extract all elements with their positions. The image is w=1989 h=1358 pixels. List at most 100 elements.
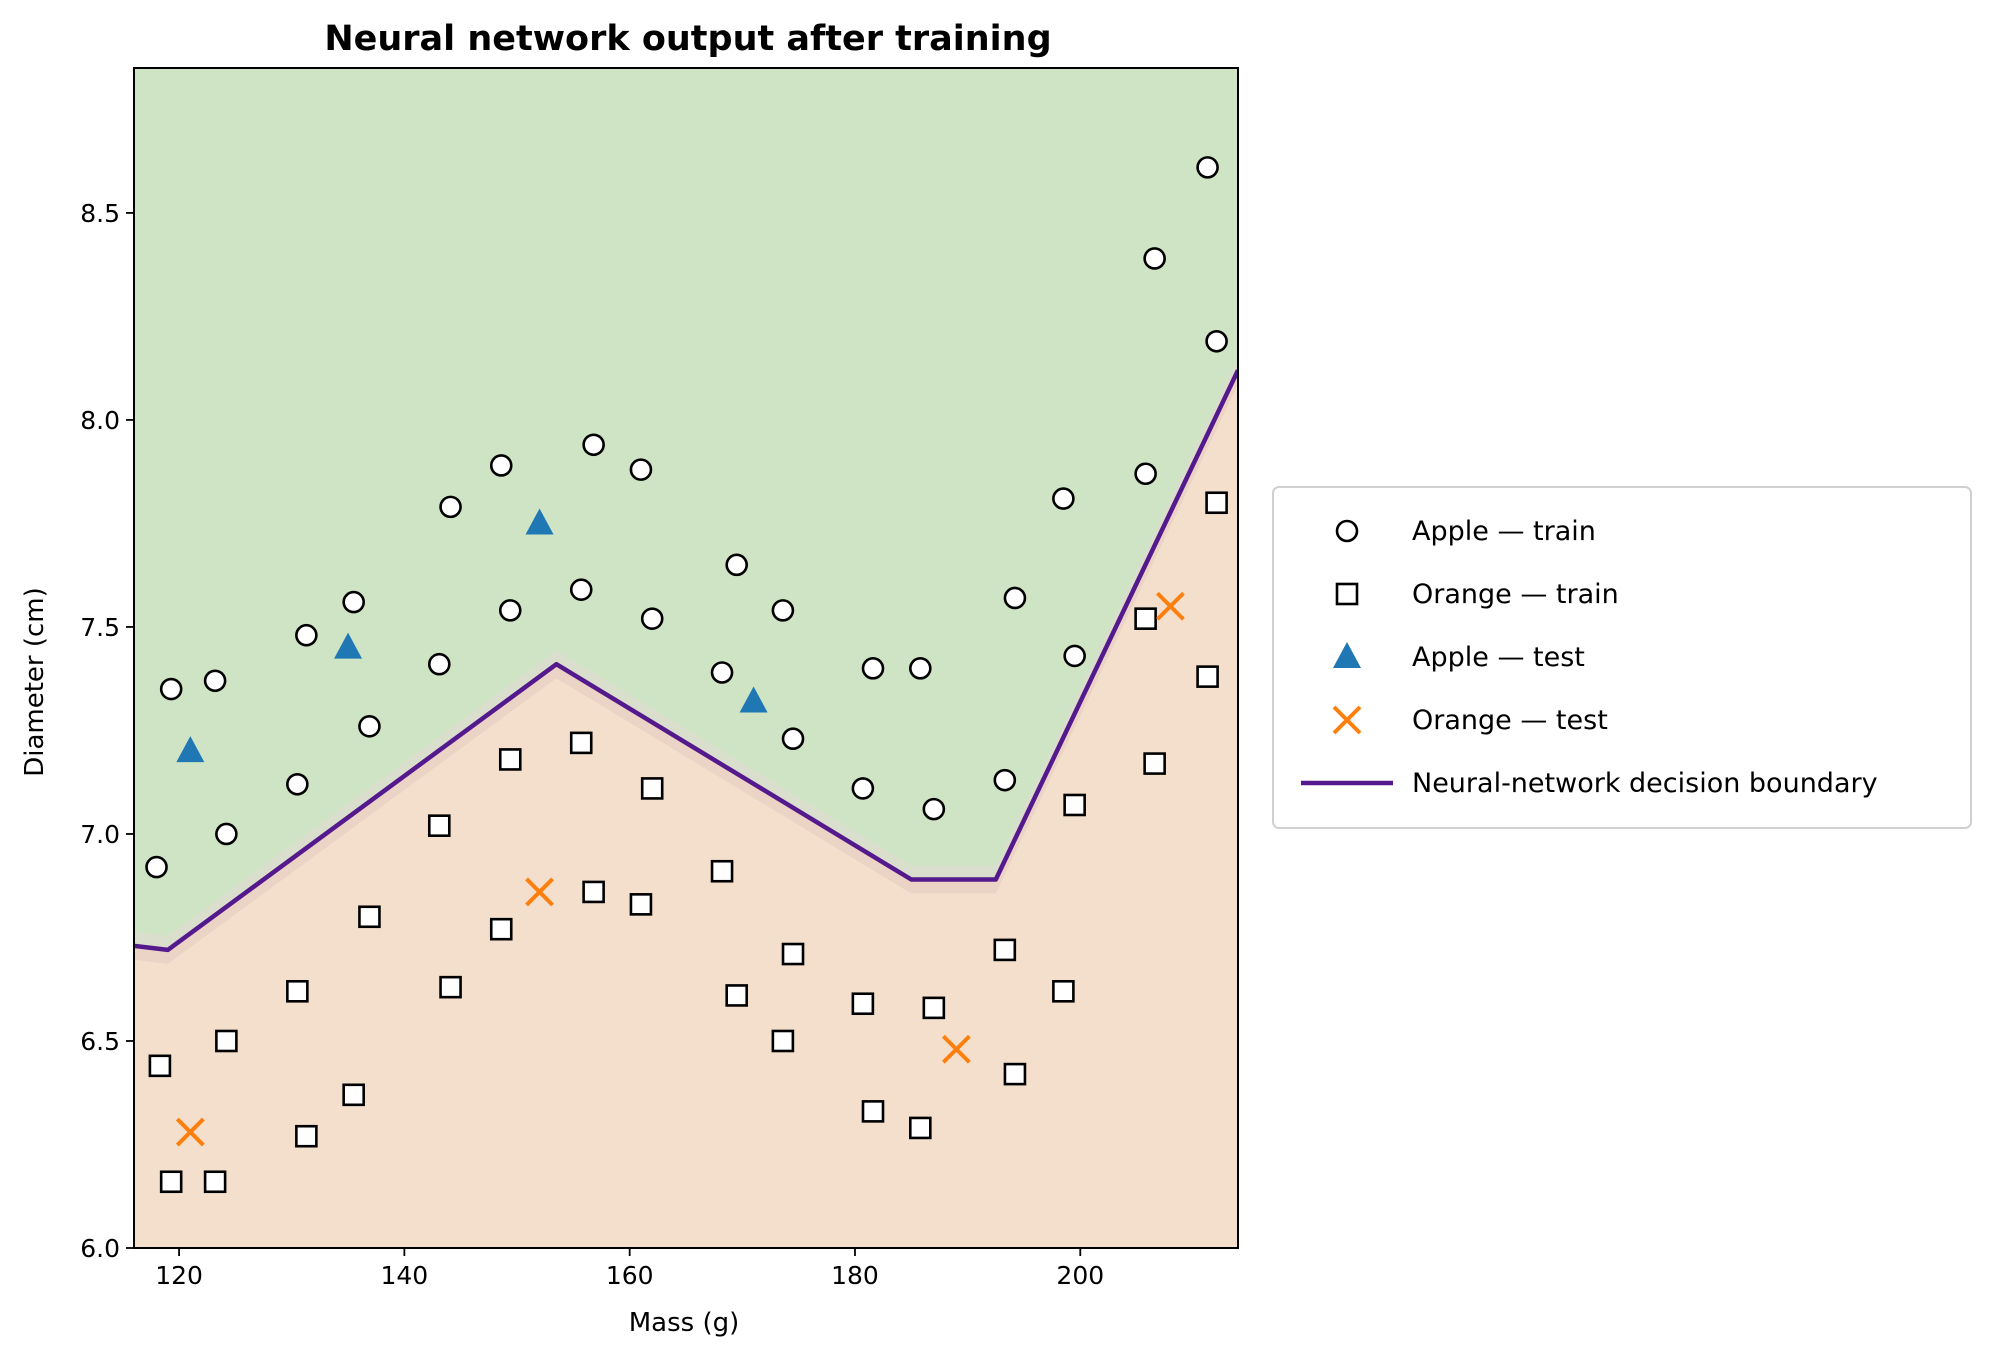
- apple-train-point: [922, 797, 946, 821]
- data-markers: [145, 156, 1228, 1194]
- y-tick-label: 6.5: [80, 1027, 120, 1056]
- orange-train-point: [909, 1116, 932, 1140]
- orange-train-point: [1143, 752, 1166, 775]
- orange-train-point: [629, 893, 653, 916]
- apple-train-point: [771, 599, 795, 622]
- apple-train-point: [861, 657, 885, 680]
- apple-test-point: [176, 736, 205, 763]
- orange-train-point: [489, 917, 513, 941]
- orange-train-point: [439, 975, 462, 999]
- orange-train-point: [286, 979, 309, 1003]
- y-tick-label: 8.5: [80, 199, 120, 228]
- apple-train-point: [286, 772, 309, 796]
- apple-train-point: [1143, 247, 1166, 270]
- legend-label: Neural-network decision boundary: [1412, 768, 1878, 799]
- x-axis-ticks: 120 140 160 180 200: [155, 1248, 1104, 1290]
- orange-train-point: [1205, 491, 1228, 515]
- apple-train-point: [1003, 586, 1027, 610]
- apple-train-point: [781, 727, 805, 751]
- boundary-margin-lower: [134, 370, 1238, 964]
- boundary-margin-upper: [134, 356, 1238, 950]
- apple-train-point: [295, 623, 318, 647]
- apple-train-point: [629, 458, 653, 481]
- orange-train-point: [342, 1083, 365, 1107]
- legend-item: Orange — train: [1335, 579, 1619, 610]
- x-tick-label: 140: [381, 1261, 429, 1290]
- apple-train-point: [725, 553, 748, 577]
- orange-train-point: [1134, 607, 1157, 630]
- orange-train-point: [781, 942, 805, 966]
- orange-train-point: [582, 880, 605, 904]
- orange-region: [134, 370, 1238, 1248]
- apple-train-point: [993, 768, 1017, 792]
- legend-swatch: [1332, 705, 1362, 735]
- legend-swatch: [1335, 519, 1359, 543]
- x-tick-label: 180: [831, 1261, 879, 1290]
- apple-train-point: [1134, 462, 1157, 486]
- orange-train-point: [358, 905, 381, 929]
- apple-train-point: [710, 661, 734, 684]
- orange-train-point: [203, 1170, 227, 1194]
- apple-train-point: [427, 652, 451, 676]
- orange-train-point: [1003, 1062, 1027, 1086]
- legend-label: Apple — train: [1412, 516, 1596, 547]
- y-axis-label: Diameter (cm): [20, 587, 50, 777]
- orange-train-point: [148, 1054, 172, 1078]
- legend: Apple — train Orange — train Apple — test O…: [1272, 486, 1972, 829]
- orange-train-point: [1052, 979, 1075, 1003]
- orange-train-point: [640, 777, 664, 800]
- plot-area: 120 140 160 180 200 6.0 6.5 7.0 7.5 8.0 8.5: [80, 67, 1239, 1290]
- orange-train-point: [295, 1124, 318, 1148]
- orange-train-point: [1196, 665, 1219, 688]
- apple-train-point: [342, 590, 365, 614]
- y-axis-ticks: 6.0 6.5 7.0 7.5 8.0 8.5: [80, 199, 134, 1263]
- orange-train-point: [861, 1100, 885, 1123]
- y-tick-label: 7.0: [80, 820, 120, 849]
- apple-train-point: [215, 822, 238, 846]
- apple-train-point: [489, 454, 513, 477]
- legend-swatch: [1333, 642, 1361, 668]
- apple-test-point: [525, 508, 554, 535]
- legend-item: Apple — train: [1335, 516, 1596, 547]
- orange-train-point: [725, 984, 748, 1007]
- apple-train-point: [582, 433, 605, 457]
- apple-test-point: [334, 632, 363, 659]
- chart-title: Neural network output after training: [324, 19, 1051, 59]
- apple-train-point: [498, 599, 522, 622]
- orange-train-point: [1063, 793, 1086, 817]
- legend-label: Orange — test: [1412, 705, 1608, 736]
- apple-train-point: [640, 607, 664, 630]
- apple-region: [134, 68, 1238, 950]
- orange-test-point: [941, 1034, 971, 1064]
- legend-item: Apple — test: [1333, 642, 1585, 673]
- orange-test-point: [175, 1117, 205, 1147]
- decision-boundary-line: [134, 369, 1238, 953]
- apple-train-point: [145, 855, 168, 879]
- apple-train-point: [851, 777, 875, 800]
- apple-test-point: [739, 686, 768, 713]
- apple-train-point: [569, 578, 593, 601]
- orange-test-point: [525, 877, 554, 907]
- orange-test-point: [1155, 591, 1185, 621]
- x-axis-label: Mass (g): [629, 1308, 740, 1338]
- orange-train-point: [851, 992, 875, 1016]
- orange-train-point: [215, 1029, 238, 1053]
- legend-label: Orange — train: [1412, 579, 1619, 610]
- legend-label: Apple — test: [1412, 642, 1585, 673]
- plot-frame: [133, 67, 1239, 1249]
- y-tick-label: 6.0: [80, 1234, 120, 1263]
- apple-train-point: [439, 495, 462, 519]
- orange-train-point: [498, 748, 522, 771]
- x-tick-label: 160: [606, 1261, 654, 1290]
- legend-swatch: [1335, 582, 1359, 606]
- legend-frame: [1272, 486, 1972, 829]
- orange-train-point: [569, 731, 593, 755]
- orange-train-point: [427, 814, 451, 837]
- x-tick-label: 120: [155, 1261, 203, 1290]
- apple-train-point: [1052, 487, 1075, 510]
- y-tick-label: 8.0: [80, 406, 120, 435]
- legend-item: Neural-network decision boundary: [1301, 768, 1878, 799]
- apple-train-point: [159, 677, 183, 701]
- x-tick-label: 200: [1056, 1261, 1104, 1290]
